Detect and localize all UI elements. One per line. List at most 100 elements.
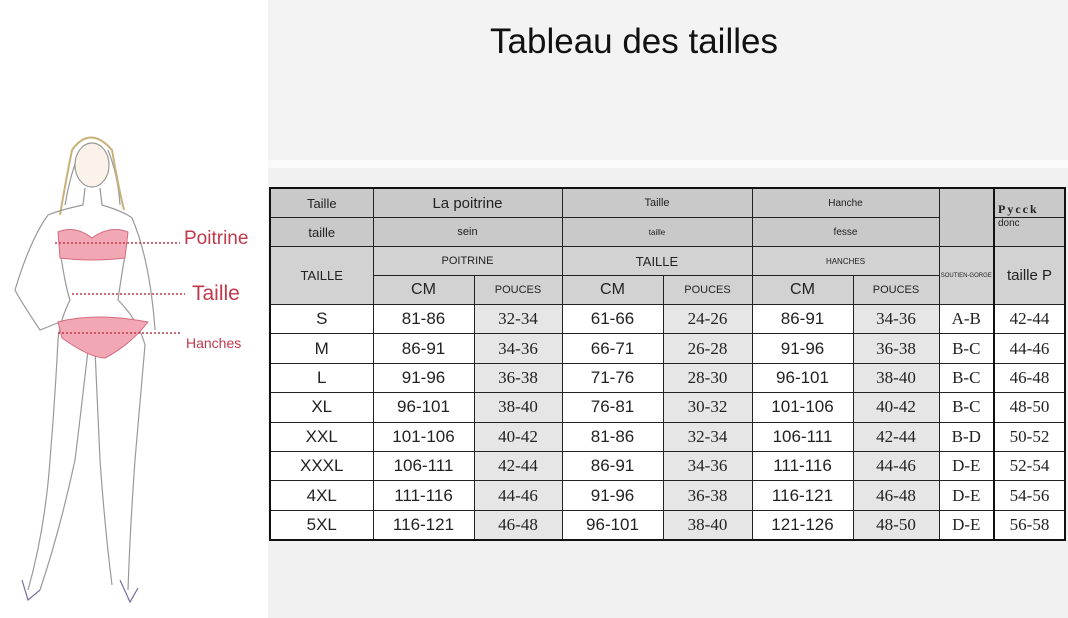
header-cell: taille P (993, 246, 1066, 305)
header-cell: Hanche (751, 187, 940, 218)
header-cell: La poitrine (372, 187, 563, 218)
table-cell: 36-38 (473, 362, 563, 394)
table-cell: 44-46 (852, 450, 940, 482)
table-cell: 32-34 (473, 303, 563, 335)
label-poitrine: Poitrine (184, 228, 249, 249)
header-cell: POUCES (662, 275, 753, 305)
table-cell: B-C (938, 392, 995, 423)
table-cell: L (269, 362, 374, 394)
size-chart-table: Taille La poitrine Taille Hanche Pycck t… (269, 187, 1066, 542)
table-cell: 66-71 (561, 333, 664, 364)
header-cell: HANCHES (751, 246, 940, 276)
table-cell: 44-46 (473, 480, 563, 511)
header-cell: donc (993, 217, 1066, 247)
table-cell: XXXL (269, 450, 374, 482)
table-cell: 91-96 (372, 362, 475, 394)
table-cell: 28-30 (662, 362, 753, 394)
table-cell: 42-44 (852, 421, 940, 452)
table-cell: 81-86 (561, 421, 664, 452)
divider (268, 160, 1068, 168)
table-cell: 42-44 (993, 303, 1066, 335)
table-cell: 4XL (269, 480, 374, 511)
table-cell: 96-101 (372, 392, 475, 423)
header-cell: TAILLE (269, 246, 374, 305)
table-cell: 106-111 (751, 421, 854, 452)
table-cell: 50-52 (993, 421, 1066, 452)
label-taille: Taille (192, 282, 240, 305)
header-cell: CM (561, 275, 664, 305)
header-row: taille sein taille fesse donc (269, 217, 1066, 247)
table-cell: XL (269, 392, 374, 423)
table-cell: 48-50 (993, 392, 1066, 423)
table-cell: 101-106 (372, 421, 475, 452)
table-row: 5XL 116-121 46-48 96-101 38-40 121-126 48-50 D-… (269, 509, 1066, 541)
body-figure-illustration (14, 136, 185, 604)
table-cell: 56-58 (993, 509, 1066, 541)
table-cell: 26-28 (662, 333, 753, 364)
table-cell: B-C (938, 362, 995, 394)
table-cell: 101-106 (751, 392, 854, 423)
table-cell: 111-116 (751, 450, 854, 482)
table-cell: 44-46 (993, 333, 1066, 364)
table-cell: D-E (938, 480, 995, 511)
table-cell: 96-101 (561, 509, 664, 541)
table-cell: 46-48 (993, 362, 1066, 394)
header-cell: CM (372, 275, 475, 305)
header-row: CM POUCES CM POUCES CM POUCES (270, 275, 1065, 305)
table-row: S 81-86 32-34 61-66 24-26 86-91 34-36 A-B 42-44 (269, 303, 1066, 335)
header-cell: POUCES (852, 275, 940, 305)
table-cell: 36-38 (852, 333, 940, 364)
header-cell: SOUTIEN-GORGE (938, 246, 995, 305)
table-cell: B-C (938, 333, 995, 364)
table-cell: XXL (269, 421, 374, 452)
table-cell: 46-48 (473, 509, 563, 541)
table-cell: S (269, 303, 374, 335)
header-cell: POITRINE (372, 246, 563, 276)
table-cell: 34-36 (852, 303, 940, 335)
table-cell: 5XL (269, 509, 374, 541)
table-row: M 86-91 34-36 66-71 26-28 91-96 36-38 B-C 44-46 (269, 333, 1066, 364)
table-cell: 34-36 (473, 333, 563, 364)
table-cell: 52-54 (993, 450, 1066, 482)
table-cell: 30-32 (662, 392, 753, 423)
table-cell: 116-121 (751, 480, 854, 511)
table-cell: 40-42 (852, 392, 940, 423)
table-cell: 24-26 (662, 303, 753, 335)
table-cell: 38-40 (473, 392, 563, 423)
table-row: XXXL 106-111 42-44 86-91 34-36 111-116 44-46 D-… (269, 450, 1066, 482)
header-cell: Taille (269, 187, 374, 218)
table-cell: 116-121 (372, 509, 475, 541)
table-cell: 36-38 (662, 480, 753, 511)
header-cell: Pycck (993, 187, 1066, 218)
header-cell-empty (938, 187, 995, 247)
table-cell: 32-34 (662, 421, 753, 452)
header-cell: TAILLE (561, 246, 753, 276)
header-cell: fesse (751, 217, 940, 247)
table-cell: 81-86 (372, 303, 475, 335)
table-cell: 38-40 (852, 362, 940, 394)
table-cell: 121-126 (751, 509, 854, 541)
table-cell: 86-91 (561, 450, 664, 482)
page-title: Tableau des tailles (490, 22, 778, 61)
header-cell: taille (561, 217, 753, 247)
header-cell: taille (269, 217, 374, 247)
table-cell: 40-42 (473, 421, 563, 452)
table-cell: 91-96 (561, 480, 664, 511)
table-row: L 91-96 36-38 71-76 28-30 96-101 38-40 B-C 46-48 (269, 362, 1066, 394)
header-row: TAILLE POITRINE TAILLE HANCHES SOUTIEN-G… (269, 246, 1066, 305)
table-cell: 106-111 (372, 450, 475, 482)
title-band (268, 0, 1068, 160)
table-cell: D-E (938, 450, 995, 482)
table-cell: 38-40 (662, 509, 753, 541)
table-cell: 91-96 (751, 333, 854, 364)
table-row: 4XL 111-116 44-46 91-96 36-38 116-121 46-48 D-E… (269, 480, 1066, 511)
table-cell: 86-91 (751, 303, 854, 335)
table-cell: 61-66 (561, 303, 664, 335)
table-cell: 96-101 (751, 362, 854, 394)
table-cell: 71-76 (561, 362, 664, 394)
header-cell: Taille (561, 187, 753, 218)
table-cell: B-D (938, 421, 995, 452)
table-cell: M (269, 333, 374, 364)
table-cell: 76-81 (561, 392, 664, 423)
header-cell: sein (372, 217, 563, 247)
